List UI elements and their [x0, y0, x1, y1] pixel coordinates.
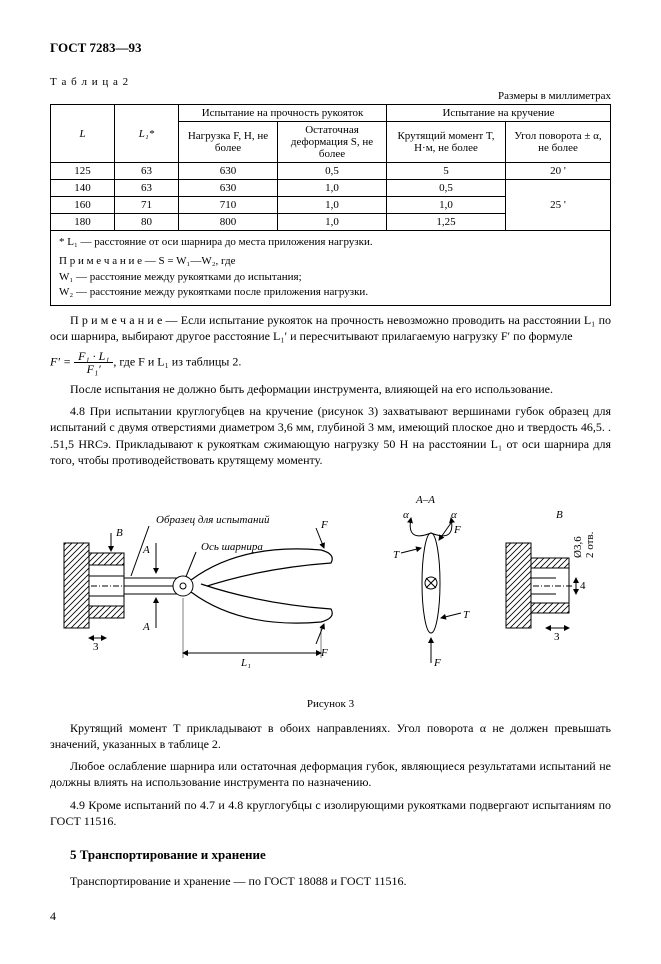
svg-text:T: T: [463, 609, 470, 621]
after-para: После испытания не должно быть деформаци…: [50, 381, 611, 397]
section-5-title: 5 Транспортирование и хранение: [70, 847, 611, 863]
note-w1: W₁ — расстояние между рукоятками до испы…: [59, 270, 602, 285]
col-torque: Крутящий момент T, Н·м, не более: [387, 122, 506, 163]
page-header: ГОСТ 7283—93: [50, 40, 611, 56]
svg-text:A: A: [142, 621, 150, 633]
table-row: 14063 6301,0 0,525 ': [51, 180, 611, 197]
p48: 4.8 При испытании круглогубцев на кручен…: [50, 403, 611, 468]
fixture-left: B 3: [64, 527, 131, 653]
svg-text:L₁: L₁: [240, 657, 251, 669]
col-L: L: [79, 128, 85, 140]
svg-text:α: α: [451, 509, 457, 521]
svg-text:T: T: [393, 549, 400, 561]
table-2: L L₁* Испытание на прочность рукояток Ис…: [50, 104, 611, 231]
table-row: 12563 6300,5 520 ': [51, 163, 611, 180]
svg-text:B: B: [116, 527, 123, 539]
col-load: Нагрузка F, Н, не более: [179, 122, 278, 163]
p-torque: Крутящий момент T прикладывают в обоих н…: [50, 720, 611, 752]
figure-caption: Рисунок 3: [50, 698, 611, 710]
svg-text:A: A: [142, 544, 150, 556]
svg-text:3: 3: [93, 641, 99, 653]
pliers-main: Образец для испытаний Ось шарнира A A F …: [124, 514, 332, 669]
svg-text:4: 4: [580, 580, 586, 592]
note-w2: W₂ — расстояние между рукоятками после п…: [59, 285, 602, 300]
footnote-star: * L₁ — расстояние от оси шарнира до мест…: [59, 235, 602, 250]
svg-text:α: α: [403, 509, 409, 521]
formula: F′ = F₁ · L₁ F₁′ , где F и L₁ из таблицы…: [50, 350, 611, 375]
table-units: Размеры в миллиметрах: [50, 90, 611, 102]
svg-text:A–A: A–A: [415, 494, 435, 506]
figure-3: B 3 Образец для испытаний Ось шарнира A …: [50, 488, 611, 710]
svg-text:F: F: [453, 524, 461, 536]
svg-text:Ø3,6: Ø3,6: [572, 536, 584, 558]
svg-text:Образец для испытаний: Образец для испытаний: [156, 514, 270, 526]
svg-text:2 отв.: 2 отв.: [584, 531, 596, 558]
table-notes: * L₁ — расстояние от оси шарнира до мест…: [50, 231, 611, 306]
note-para: П р и м е ч а н и е — Если испытание рук…: [50, 312, 611, 344]
p-loose: Любое ослабление шарнира или остаточная …: [50, 758, 611, 790]
col-torsion: Испытание на кручение: [387, 105, 611, 122]
page-number: 4: [50, 909, 611, 924]
view-b: B 4 Ø3,6 2 отв. 3: [506, 509, 596, 643]
col-deform: Остаточная деформация S, не более: [278, 122, 387, 163]
svg-text:B: B: [556, 509, 563, 521]
col-handles: Испытание на прочность рукояток: [179, 105, 387, 122]
col-angle: Угол поворота ± α, не более: [506, 122, 611, 163]
svg-text:3: 3: [554, 631, 560, 643]
svg-text:Ось шарнира: Ось шарнира: [201, 541, 263, 553]
col-L1: L₁*: [139, 128, 154, 140]
note-head: П р и м е ч а н и е — S = W₁—W₂, где: [59, 254, 602, 269]
section-5-text: Транспортирование и хранение — по ГОСТ 1…: [50, 873, 611, 889]
svg-text:F: F: [320, 519, 328, 531]
p49: 4.9 Кроме испытаний по 4.7 и 4.8 круглог…: [50, 797, 611, 829]
svg-text:F: F: [433, 657, 441, 669]
section-aa: A–A α α F F T T: [393, 494, 470, 669]
table-label: Т а б л и ц а 2: [50, 76, 611, 88]
